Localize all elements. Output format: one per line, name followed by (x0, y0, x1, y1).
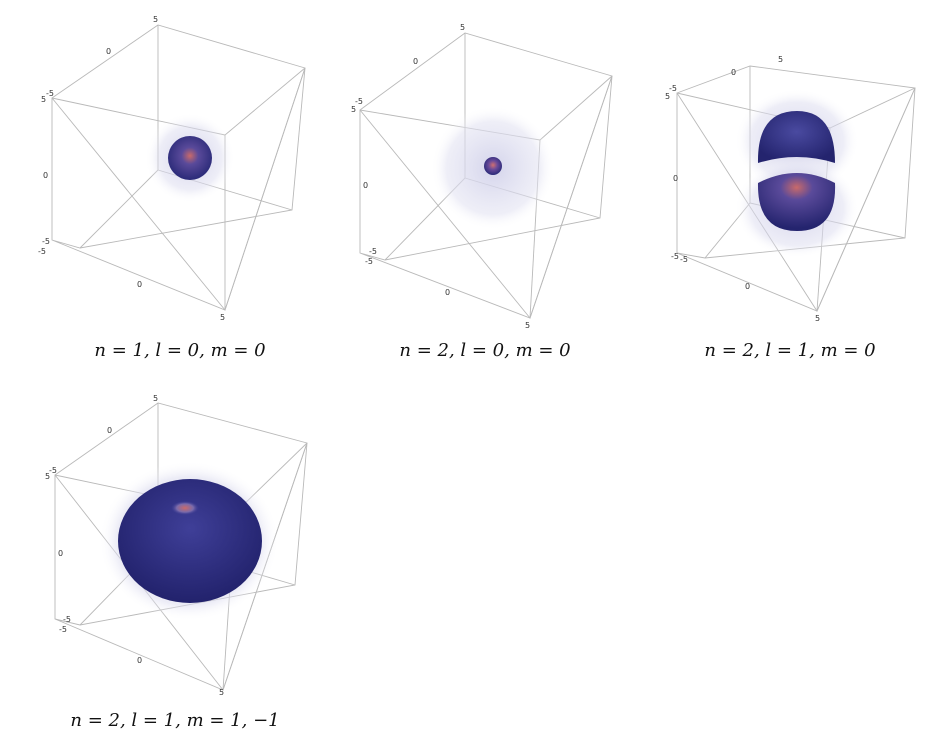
tick-label: 5 (778, 55, 783, 64)
tick-label: -5 (59, 625, 67, 634)
tick-label: -5 (49, 466, 57, 475)
panel-caption-4: n = 2, l = 1, m = 1, −1 (70, 710, 280, 731)
plot-2-svg: 5 0 -5 5 0 -5 -5 0 5 (351, 23, 613, 330)
orbital-lobe-upper (757, 111, 835, 163)
tick-label: 5 (665, 92, 670, 101)
tick-label: 0 (107, 426, 112, 435)
tick-label: 5 (41, 95, 46, 104)
tick-label: -5 (355, 97, 363, 106)
orbital-core (168, 136, 212, 180)
orbital-torus (118, 479, 262, 603)
tick-label: -5 (669, 84, 677, 93)
tick-label: 0 (58, 549, 63, 558)
tick-label: 0 (106, 47, 111, 56)
tick-label: 5 (815, 314, 820, 323)
tick-label: 5 (153, 394, 158, 403)
plot-panel-4: 5 0 -5 5 0 -5 -5 0 5 (45, 393, 325, 703)
tick-label: -5 (365, 257, 373, 266)
tick-label: -5 (38, 247, 46, 256)
tick-label: 0 (731, 68, 736, 77)
tick-label: 0 (363, 181, 368, 190)
plot-panel-2: 5 0 -5 5 0 -5 -5 0 5 (351, 18, 635, 338)
tick-label: -5 (46, 89, 54, 98)
tick-label: 0 (673, 174, 678, 183)
panel-caption-1: n = 1, l = 0, m = 0 (94, 340, 266, 361)
tick-label: -5 (63, 615, 71, 624)
tick-label: 0 (745, 282, 750, 291)
tick-label: 0 (413, 57, 418, 66)
tick-label: -5 (369, 247, 377, 256)
tick-label: 0 (43, 171, 48, 180)
orbital-core (484, 157, 502, 175)
plot-1-svg: 5 0 -5 5 0 -5 -5 0 5 (38, 15, 306, 322)
tick-label: 5 (153, 15, 158, 24)
tick-label: 0 (137, 280, 142, 289)
plot-panel-3: 5 0 -5 5 0 -5 -5 0 5 (665, 53, 935, 323)
panel-caption-2: n = 2, l = 0, m = 0 (399, 340, 571, 361)
tick-label: 5 (460, 23, 465, 32)
orbital-dimple (171, 501, 199, 515)
tick-label: -5 (671, 252, 679, 261)
tick-label: 5 (45, 472, 50, 481)
tick-label: -5 (42, 237, 50, 246)
tick-label: 5 (351, 105, 356, 114)
tick-label: 0 (445, 288, 450, 297)
tick-label: 5 (219, 688, 224, 697)
panel-caption-3: n = 2, l = 1, m = 0 (704, 340, 876, 361)
plot-3-svg: 5 0 -5 5 0 -5 -5 0 5 (665, 55, 916, 323)
tick-label: -5 (680, 255, 688, 264)
tick-label: 5 (220, 313, 225, 322)
plot-4-svg: 5 0 -5 5 0 -5 -5 0 5 (45, 394, 308, 697)
tick-label: 5 (525, 321, 530, 330)
plot-panel-1: 5 0 -5 5 0 -5 -5 0 5 (38, 10, 320, 330)
orbital-lobe-lower (757, 173, 836, 231)
tick-label: 0 (137, 656, 142, 665)
